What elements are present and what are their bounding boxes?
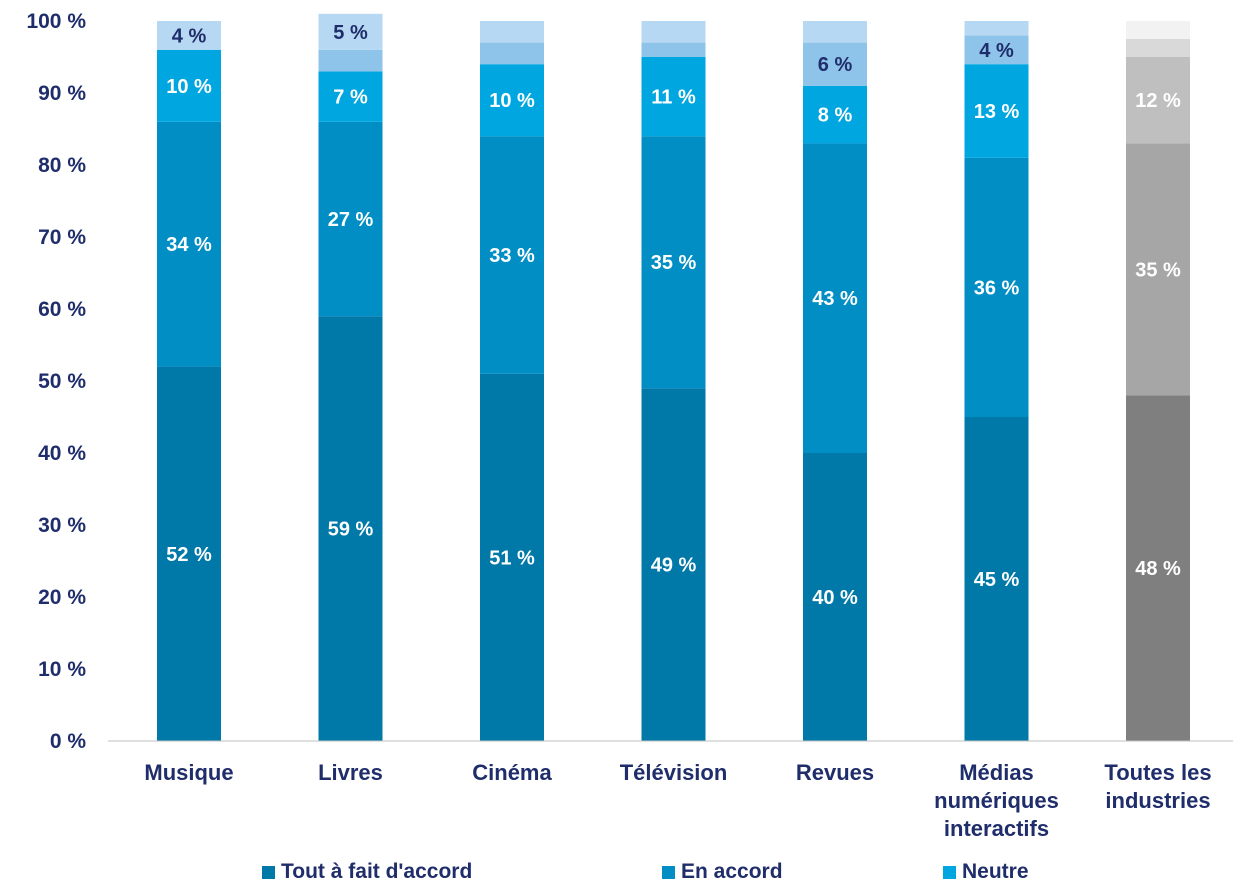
x-category-label: industries bbox=[1105, 788, 1210, 813]
bar-segment bbox=[1126, 39, 1190, 57]
bar-segment bbox=[480, 42, 544, 65]
data-label: 35 % bbox=[651, 252, 697, 274]
bar-segment bbox=[318, 316, 383, 741]
y-tick-label: 20 % bbox=[38, 586, 86, 609]
data-label: 36 % bbox=[974, 277, 1020, 299]
bar-segment bbox=[157, 366, 221, 741]
bar-segment bbox=[641, 42, 706, 57]
bar-segment bbox=[964, 35, 1029, 65]
bar-segment bbox=[1126, 143, 1190, 396]
legend-label: Neutre bbox=[962, 860, 1029, 883]
x-category-label: Musique bbox=[144, 760, 233, 785]
bar-segment bbox=[480, 21, 544, 43]
x-category-label: Médias bbox=[959, 760, 1034, 785]
data-label: 5 % bbox=[333, 22, 368, 44]
bar-segment bbox=[480, 64, 544, 137]
legend-label: En accord bbox=[681, 860, 783, 883]
y-tick-label: 60 % bbox=[38, 298, 86, 321]
data-label: 13 % bbox=[974, 101, 1020, 123]
legend-swatch-tout-a-fait bbox=[262, 865, 275, 879]
bar-segment bbox=[803, 143, 867, 453]
bar-segment bbox=[641, 21, 706, 43]
stacked-bar-chart: 0 % 10 % 20 % 30 % 40 % 50 % 60 % 70 % 80 % 90 % 1… bbox=[26, 10, 1233, 841]
y-tick-label: 80 % bbox=[38, 154, 86, 177]
data-label: 52 % bbox=[166, 544, 212, 566]
legend-item-tout-a-fait: Tout à fait d'accord bbox=[262, 860, 472, 884]
data-label: 40 % bbox=[812, 587, 858, 609]
x-category-label: Toutes les bbox=[1104, 760, 1211, 785]
bar-segment bbox=[318, 71, 383, 122]
data-label: 48 % bbox=[1135, 558, 1181, 580]
x-category-label: numériques bbox=[934, 788, 1059, 813]
y-tick-label: 0 % bbox=[50, 730, 87, 753]
x-category-label: interactifs bbox=[944, 816, 1049, 841]
bar-segment bbox=[1126, 57, 1190, 144]
x-category-label: Cinéma bbox=[472, 760, 552, 785]
bar-segment bbox=[318, 121, 383, 317]
bar-segment bbox=[318, 49, 383, 72]
bar-segment bbox=[964, 417, 1029, 741]
bar-segment bbox=[964, 21, 1029, 36]
data-label: 10 % bbox=[166, 76, 212, 98]
data-label: 8 % bbox=[818, 105, 853, 127]
legend-label: Tout à fait d'accord bbox=[281, 860, 473, 883]
data-label: 10 % bbox=[489, 90, 535, 112]
legend-item-neutre: Neutre bbox=[943, 860, 1029, 884]
y-tick-label: 70 % bbox=[38, 226, 86, 249]
data-label: 34 % bbox=[166, 234, 212, 256]
bar-segment bbox=[964, 64, 1029, 158]
legend: Tout à fait d'accord En accord Neutre bbox=[0, 860, 1233, 886]
data-label: 27 % bbox=[328, 209, 374, 231]
bar-segment bbox=[1126, 395, 1190, 741]
data-label: 4 % bbox=[979, 40, 1014, 62]
bar-segment bbox=[641, 388, 706, 741]
data-label: 33 % bbox=[489, 245, 535, 267]
bar-segment bbox=[1126, 21, 1190, 39]
x-category-label: Télévision bbox=[620, 760, 728, 785]
x-category-label: Revues bbox=[796, 760, 874, 785]
bar-segment bbox=[641, 57, 706, 137]
bar-segment bbox=[157, 121, 221, 367]
y-tick-label: 40 % bbox=[38, 442, 86, 465]
legend-swatch-en-accord bbox=[662, 865, 675, 879]
data-label: 6 % bbox=[818, 54, 853, 76]
bar-segment bbox=[480, 136, 544, 374]
y-tick-label: 30 % bbox=[38, 514, 86, 537]
bar-segment bbox=[803, 85, 867, 144]
bar-segment bbox=[803, 42, 867, 86]
bar-segment bbox=[641, 136, 706, 389]
legend-swatch-neutre bbox=[943, 865, 956, 879]
y-tick-label: 100 % bbox=[26, 10, 86, 33]
bar-segment bbox=[157, 49, 221, 122]
y-tick-label: 50 % bbox=[38, 370, 86, 393]
data-label: 35 % bbox=[1135, 259, 1181, 281]
bar-segment bbox=[318, 13, 383, 50]
data-label: 7 % bbox=[333, 87, 368, 109]
bar-segment bbox=[803, 21, 867, 43]
bar-segment bbox=[803, 453, 867, 741]
data-label: 49 % bbox=[651, 555, 697, 577]
data-label: 12 % bbox=[1135, 90, 1181, 112]
data-label: 11 % bbox=[651, 87, 696, 109]
bar-segment bbox=[157, 21, 221, 50]
bar-segment bbox=[964, 157, 1029, 418]
y-tick-label: 10 % bbox=[38, 658, 86, 681]
y-tick-label: 90 % bbox=[38, 82, 86, 105]
legend-item-en-accord: En accord bbox=[662, 860, 783, 884]
data-label: 43 % bbox=[812, 288, 858, 310]
data-label: 45 % bbox=[974, 569, 1020, 591]
bar-segment bbox=[480, 373, 544, 741]
data-label: 51 % bbox=[489, 547, 535, 569]
data-label: 4 % bbox=[172, 25, 207, 47]
x-category-label: Livres bbox=[318, 760, 383, 785]
data-label: 59 % bbox=[328, 519, 374, 541]
